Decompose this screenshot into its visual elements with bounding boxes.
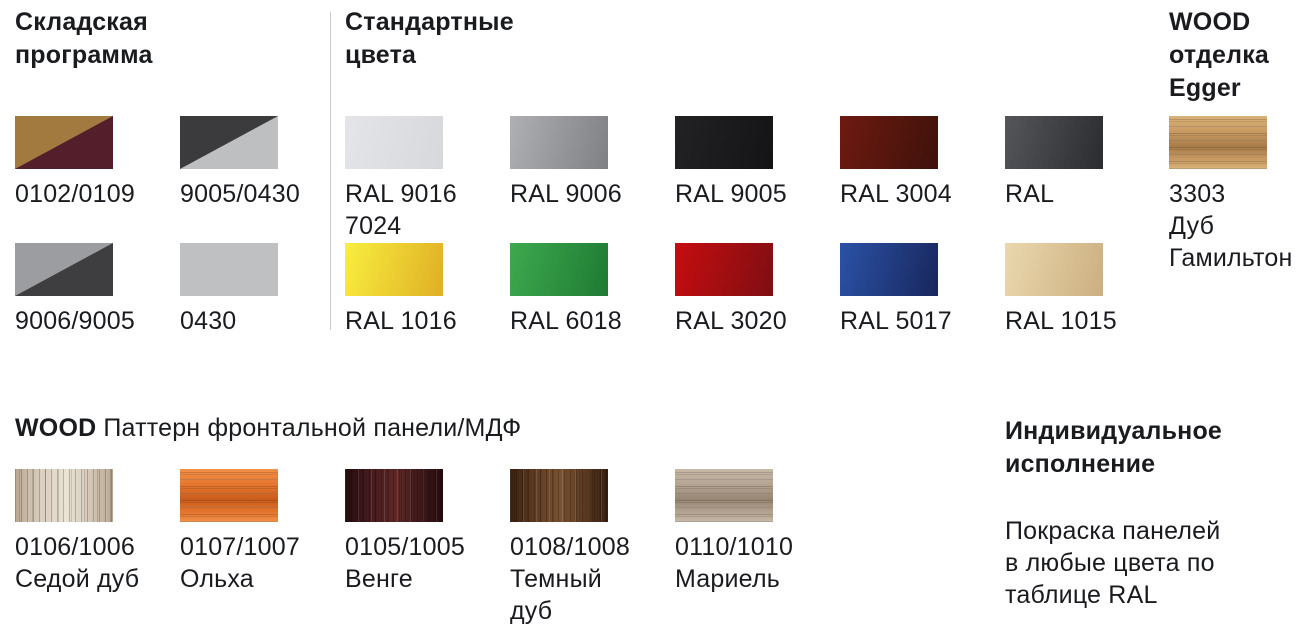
swatch-0102-0109: [15, 116, 113, 169]
swatch-ral-1015: [1005, 243, 1103, 296]
swatch-ral-7024-label: RAL: [1005, 180, 1055, 208]
section-stock-program: Складская программа 0102/0109 9005/0430 …: [15, 0, 345, 360]
swatch-ral-3020: [675, 243, 773, 296]
swatch-cell: RAL 9006: [510, 116, 675, 242]
swatch-ral-9016-label: RAL 9016 7024: [345, 180, 457, 240]
standard-row-1: RAL 9016 7024 RAL 9006 RAL 9005 RAL 3004…: [345, 116, 1170, 242]
section-custom: Индивидуальное исполнение Покраска панел…: [1005, 412, 1305, 636]
swatch-ral-9006-label: RAL 9006: [510, 180, 622, 208]
swatch-0102-0109-label: 0102/0109: [15, 180, 135, 208]
swatch-cell: 3303 Дуб Гамильтон: [1169, 116, 1313, 274]
egger-row: 3303 Дуб Гамильтон: [1169, 116, 1313, 274]
stock-program-title: Складская программа: [15, 8, 153, 69]
wood-mdf-title: WOOD Паттерн фронтальной панели/МДФ: [15, 412, 521, 445]
swatch-9006-9005: [15, 243, 113, 296]
section-standard-colors: Стандартные цвета RAL 9016 7024 RAL 9006…: [345, 0, 1175, 360]
swatch-ral-9006: [510, 116, 608, 169]
swatch-0430: [180, 243, 278, 296]
stock-row-1: 0102/0109 9005/0430: [15, 116, 345, 210]
swatch-cell: RAL 6018: [510, 243, 675, 337]
swatch-cell: RAL 3004: [840, 116, 1005, 242]
swatch-ral-9005: [675, 116, 773, 169]
swatch-egger-3303-label: 3303 Дуб Гамильтон: [1169, 180, 1293, 272]
wood-mdf-title-bold: WOOD: [15, 414, 97, 442]
standard-colors-title: Стандартные цвета: [345, 8, 514, 69]
stock-row-2: 9006/9005 0430: [15, 243, 345, 337]
swatch-ral-3020-label: RAL 3020: [675, 307, 787, 335]
swatch-cell: 0105/1005 Венге: [345, 469, 510, 627]
swatch-0106-1006: [15, 469, 113, 522]
swatch-cell: 0108/1008 Темный дуб: [510, 469, 675, 627]
swatch-ral-5017-label: RAL 5017: [840, 307, 952, 335]
swatch-egger-3303: [1169, 116, 1267, 169]
swatch-0110-1010: [675, 469, 773, 522]
swatch-ral-6018-label: RAL 6018: [510, 307, 622, 335]
swatch-ral-3004: [840, 116, 938, 169]
swatch-ral-9005-label: RAL 9005: [675, 180, 787, 208]
swatch-0107-1007-label: 0107/1007 Ольха: [180, 533, 300, 593]
wood-mdf-row: 0106/1006 Седой дуб 0107/1007 Ольха 0105…: [15, 469, 840, 627]
swatch-cell: RAL 1015: [1005, 243, 1170, 337]
swatch-ral-9016: [345, 116, 443, 169]
swatch-cell: 9005/0430: [180, 116, 345, 210]
section-divider: [330, 12, 331, 330]
swatch-0110-1010-label: 0110/1010 Мариель: [675, 533, 794, 593]
swatch-cell: RAL 3020: [675, 243, 840, 337]
swatch-cell: 0110/1010 Мариель: [675, 469, 840, 627]
swatch-cell: RAL 5017: [840, 243, 1005, 337]
swatch-ral-1015-label: RAL 1015: [1005, 307, 1117, 335]
wood-egger-title: WOOD отделка Egger: [1169, 8, 1270, 102]
swatch-0105-1005-label: 0105/1005 Венге: [345, 533, 465, 593]
swatch-cell: RAL 9016 7024: [345, 116, 510, 242]
swatch-cell: RAL 1016: [345, 243, 510, 337]
swatch-ral-6018: [510, 243, 608, 296]
swatch-cell: 9006/9005: [15, 243, 180, 337]
swatch-9005-0430: [180, 116, 278, 169]
swatch-cell: 0106/1006 Седой дуб: [15, 469, 180, 627]
swatch-ral-1016: [345, 243, 443, 296]
swatch-cell: 0430: [180, 243, 345, 337]
swatch-0105-1005: [345, 469, 443, 522]
swatch-cell: RAL: [1005, 116, 1170, 242]
swatch-ral-1016-label: RAL 1016: [345, 307, 457, 335]
section-wood-egger: WOOD отделка Egger 3303 Дуб Гамильтон: [1169, 0, 1313, 360]
custom-title: Индивидуальное исполнение: [1005, 417, 1223, 478]
swatch-0106-1006-label: 0106/1006 Седой дуб: [15, 533, 140, 593]
section-wood-mdf: WOOD Паттерн фронтальной панели/МДФ 0106/…: [15, 412, 1005, 636]
swatch-9005-0430-label: 9005/0430: [180, 180, 300, 208]
custom-body: Покраска панелей в любые цвета по таблиц…: [1005, 517, 1221, 609]
swatch-0107-1007: [180, 469, 278, 522]
swatch-ral-3004-label: RAL 3004: [840, 180, 952, 208]
swatch-cell: RAL 9005: [675, 116, 840, 242]
standard-row-2: RAL 1016 RAL 6018 RAL 3020 RAL 5017 RAL …: [345, 243, 1170, 337]
swatch-ral-5017: [840, 243, 938, 296]
swatch-0108-1008: [510, 469, 608, 522]
swatch-cell: 0107/1007 Ольха: [180, 469, 345, 627]
swatch-9006-9005-label: 9006/9005: [15, 307, 135, 335]
swatch-ral-7024: [1005, 116, 1103, 169]
swatch-0430-label: 0430: [180, 307, 237, 335]
wood-mdf-title-rest: Паттерн фронтальной панели/МДФ: [103, 414, 522, 442]
swatch-0108-1008-label: 0108/1008 Темный дуб: [510, 533, 630, 625]
swatch-cell: 0102/0109: [15, 116, 180, 210]
